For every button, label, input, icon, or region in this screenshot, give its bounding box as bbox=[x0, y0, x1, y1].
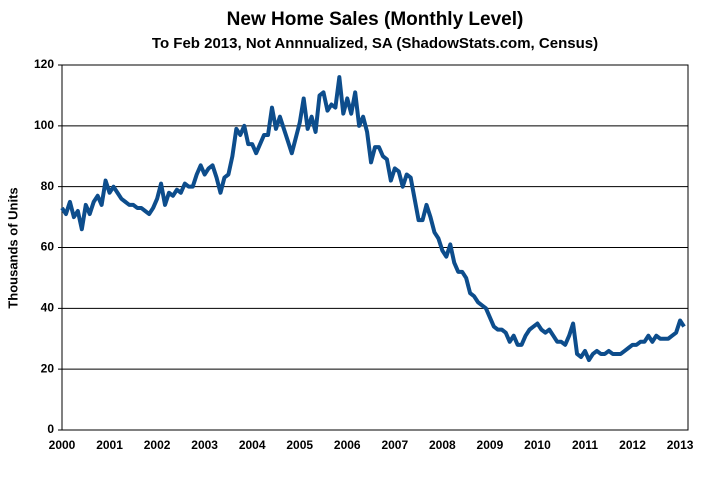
x-tick-label: 2004 bbox=[239, 438, 266, 452]
y-axis-label: Thousands of Units bbox=[5, 187, 20, 308]
x-tick-label: 2001 bbox=[96, 438, 123, 452]
x-tick-label: 2006 bbox=[334, 438, 361, 452]
chart-title: New Home Sales (Monthly Level) bbox=[227, 9, 524, 30]
data-line bbox=[60, 75, 686, 363]
y-tick-label: 0 bbox=[47, 422, 54, 436]
x-tick-label: 2008 bbox=[429, 438, 456, 452]
x-tick-label: 2013 bbox=[667, 438, 694, 452]
x-tick-label: 2011 bbox=[572, 438, 598, 452]
y-tick-label: 60 bbox=[41, 240, 55, 254]
y-tick-label: 120 bbox=[34, 57, 54, 71]
y-tick-label: 80 bbox=[41, 179, 55, 193]
y-tick-label: 100 bbox=[34, 118, 54, 132]
chart-subtitle: To Feb 2013, Not Annnualized, SA (Shadow… bbox=[152, 35, 598, 52]
y-tick-label: 40 bbox=[41, 301, 55, 315]
x-tick-label: 2000 bbox=[49, 438, 76, 452]
x-tick-label: 2009 bbox=[477, 438, 504, 452]
x-tick-label: 2003 bbox=[191, 438, 218, 452]
x-tick-label: 2005 bbox=[286, 438, 313, 452]
y-tick-label: 20 bbox=[41, 361, 55, 375]
x-tick-label: 2007 bbox=[381, 438, 408, 452]
x-tick-label: 2010 bbox=[524, 438, 551, 452]
x-tick-label: 2012 bbox=[619, 438, 646, 452]
x-tick-label: 2002 bbox=[144, 438, 171, 452]
